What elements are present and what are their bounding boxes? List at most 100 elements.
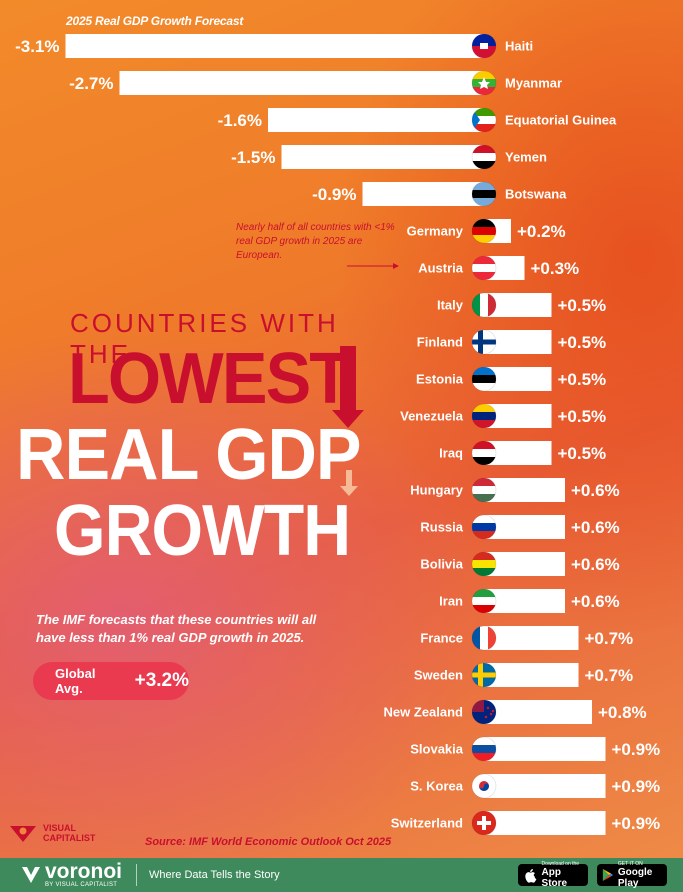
voronoi-sub: BY VISUAL CAPITALIST: [45, 882, 118, 888]
value-label-s-korea: +0.9%: [612, 777, 661, 796]
iraq-flag-icon: [472, 441, 496, 465]
bar-botswana: [362, 182, 484, 206]
new-zealand-flag-icon: [472, 700, 496, 724]
value-label-venezuela: +0.5%: [558, 407, 607, 426]
value-label-finland: +0.5%: [558, 333, 607, 352]
yemen-flag-icon: [472, 145, 496, 169]
visual-capitalist-mark-icon: [10, 826, 36, 842]
bar-new-zealand: [484, 700, 592, 724]
country-label-switzerland: Switzerland: [391, 816, 463, 831]
finland-flag-icon: [472, 330, 496, 354]
google-play-small-text: GET IT ON: [617, 861, 643, 867]
france-flag-icon: [472, 626, 496, 650]
value-label-france: +0.7%: [585, 629, 634, 648]
country-label-haiti: Haiti: [505, 39, 533, 54]
bar-yemen: [281, 145, 484, 169]
country-label-bolivia: Bolivia: [420, 557, 463, 572]
value-label-italy: +0.5%: [558, 296, 607, 315]
apple-icon: [525, 868, 537, 883]
country-label-germany: Germany: [407, 224, 464, 239]
country-label-venezuela: Venezuela: [400, 409, 464, 424]
haiti-flag-icon: [472, 34, 496, 58]
value-label-sweden: +0.7%: [585, 666, 634, 685]
value-label-yemen: -1.5%: [231, 148, 275, 167]
country-label-finland: Finland: [417, 335, 463, 350]
headline-line-1: COUNTRIES WITH THE: [70, 308, 339, 369]
headline-line-2: LOWEST: [68, 339, 351, 419]
country-label-italy: Italy: [437, 298, 464, 313]
bar-haiti: [65, 34, 484, 58]
value-label-russia: +0.6%: [571, 518, 620, 537]
country-label-estonia: Estonia: [416, 372, 464, 387]
bar-chart: Haiti -3.1% Myanmar -2.7% Equatorial Guinea -…: [15, 33, 661, 836]
bar-bolivia: [484, 552, 565, 576]
visual-capitalist-logo: VISUAL CAPITALIST: [8, 822, 95, 844]
bar-hungary: [484, 478, 565, 502]
bar-france: [484, 626, 579, 650]
google-play-text: Google Play: [617, 867, 653, 889]
bar-equatorial-guinea: [268, 108, 484, 132]
european-annotation: Nearly half of all countries with <1% re…: [236, 222, 395, 261]
country-label-iran: Iran: [439, 594, 463, 609]
logo-line-1: VISUAL: [43, 823, 77, 833]
country-label-new-zealand: New Zealand: [384, 705, 464, 720]
value-label-new-zealand: +0.8%: [598, 703, 647, 722]
country-label-france: France: [420, 631, 463, 646]
bar-switzerland: [484, 811, 606, 835]
bar-slovakia: [484, 737, 606, 761]
country-label-s-korea: S. Korea: [410, 779, 464, 794]
estonia-flag-icon: [472, 367, 496, 391]
s-korea-flag-icon: [472, 774, 496, 798]
value-label-hungary: +0.6%: [571, 481, 620, 500]
value-label-botswana: -0.9%: [312, 185, 356, 204]
country-label-myanmar: Myanmar: [505, 76, 562, 91]
voronoi-brand[interactable]: voronoi BY VISUAL CAPITALIST: [20, 860, 122, 888]
source-note: Source: IMF World Economic Outlook Oct 2…: [145, 836, 392, 848]
switzerland-flag-icon: [472, 811, 496, 835]
sweden-flag-icon: [472, 663, 496, 687]
value-label-slovakia: +0.9%: [612, 740, 661, 759]
country-label-yemen: Yemen: [505, 150, 547, 165]
logo-line-2: CAPITALIST: [43, 833, 96, 843]
app-store-badge[interactable]: Download on the App Store: [518, 861, 588, 889]
italy-flag-icon: [472, 293, 496, 317]
global-average-badge: Global Avg. +3.2%: [33, 662, 189, 700]
russia-flag-icon: [472, 515, 496, 539]
headline-line-4: GROWTH: [54, 491, 351, 571]
country-label-austria: Austria: [418, 261, 464, 276]
bar-russia: [484, 515, 565, 539]
imf-forecast-text: The IMF forecasts that these countries w…: [36, 612, 317, 645]
value-label-myanmar: -2.7%: [69, 74, 113, 93]
voronoi-name: voronoi: [45, 860, 122, 883]
chart-title: 2025 Real GDP Growth Forecast: [66, 14, 244, 28]
footer-bar: voronoi BY VISUAL CAPITALIST Where Data …: [0, 858, 683, 892]
germany-flag-icon: [472, 219, 496, 243]
voronoi-logo-icon: [22, 867, 40, 883]
hungary-flag-icon: [472, 478, 496, 502]
google-play-badge[interactable]: GET IT ON Google Play: [597, 861, 667, 889]
myanmar-flag-icon: [472, 71, 496, 95]
footer-divider: [136, 864, 137, 886]
google-play-icon: [602, 869, 614, 881]
value-label-bolivia: +0.6%: [571, 555, 620, 574]
country-label-iraq: Iraq: [439, 446, 463, 461]
country-label-botswana: Botswana: [505, 187, 567, 202]
value-label-switzerland: +0.9%: [612, 814, 661, 833]
country-label-russia: Russia: [420, 520, 463, 535]
value-label-estonia: +0.5%: [558, 370, 607, 389]
bar-myanmar: [119, 71, 484, 95]
botswana-flag-icon: [472, 182, 496, 206]
footer-tagline: Where Data Tells the Story: [149, 869, 280, 881]
slovakia-flag-icon: [472, 737, 496, 761]
bolivia-flag-icon: [472, 552, 496, 576]
headline-line-3: REAL GDP: [16, 415, 362, 495]
country-label-sweden: Sweden: [414, 668, 463, 683]
annotation-arrow-icon: [347, 263, 399, 269]
value-label-iran: +0.6%: [571, 592, 620, 611]
austria-flag-icon: [472, 256, 496, 280]
value-label-haiti: -3.1%: [15, 37, 59, 56]
app-store-text: App Store: [541, 867, 568, 889]
country-label-hungary: Hungary: [410, 483, 464, 498]
value-label-germany: +0.2%: [517, 222, 566, 241]
iran-flag-icon: [472, 589, 496, 613]
